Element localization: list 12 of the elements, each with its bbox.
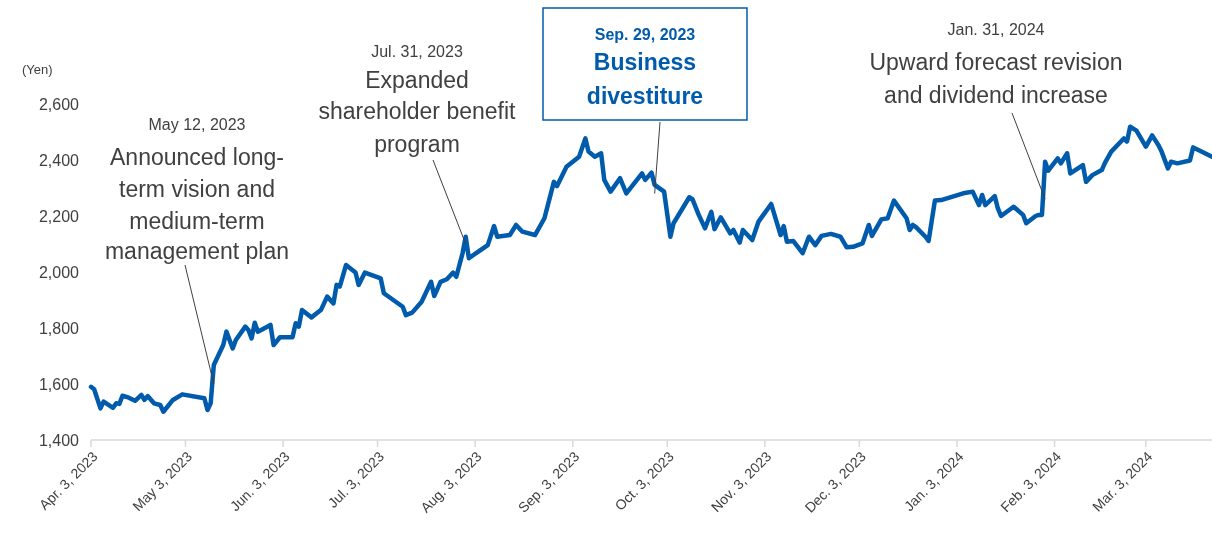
annotation: Sep. 29, 2023 Business divestiture (586, 26, 704, 109)
annotation: Jan. 31, 2024 Upward forecast revision and dividend increase (869, 21, 1123, 108)
y-axis-title: (Yen) (22, 62, 53, 77)
y-tick-label: 1,800 (38, 319, 80, 337)
annotation: May 12, 2023 Announced long- term vision and medium-term management plan (104, 116, 290, 264)
annotation: Jul. 31, 2023 Expanded shareholder benefit program (318, 43, 517, 157)
y-tick-label: 1,400 (38, 431, 80, 449)
y-tick-label: 2,000 (38, 263, 80, 281)
y-tick-label: 1,600 (38, 375, 80, 393)
y-tick-label: 2,200 (38, 207, 80, 225)
y-tick-label: 2,400 (38, 151, 80, 169)
y-tick-label: 2,600 (38, 95, 80, 113)
